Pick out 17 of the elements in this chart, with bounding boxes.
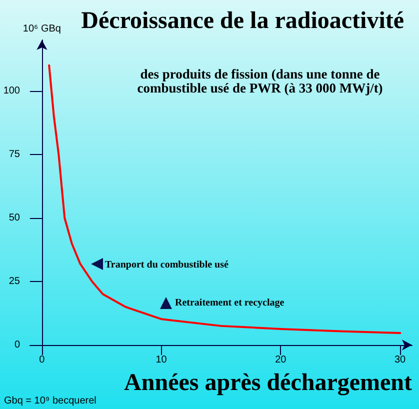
annotation: Tranport du combustible usé <box>105 260 230 270</box>
x-tick-label: 20 <box>275 354 287 366</box>
x-axis-title: Années après déchargement <box>124 370 412 396</box>
y-tick-label: 50 <box>8 212 20 224</box>
x-tick-label: 0 <box>39 354 46 366</box>
y-tick-label: 75 <box>8 148 20 160</box>
y-tick-label: 25 <box>8 276 20 287</box>
text: des produits de fission (dans une tonne de combustible usé de PWR (à 33 000 MWj/t) <box>137 66 383 96</box>
y-axis-title: 10⁶ GBq <box>22 24 61 34</box>
x-tick-label: 30 <box>394 354 406 366</box>
y-tick-label: 0 <box>14 340 20 350</box>
line-series <box>48 64 402 334</box>
x-tick-label: 10 <box>156 354 168 366</box>
annotation: Retraitement et recyclage <box>175 298 285 308</box>
chart-title: Décroissance de la radioactivité <box>81 8 404 34</box>
y-tick-label: 100 <box>3 85 20 96</box>
text: Gbq = 10⁹ becquerel <box>4 396 96 406</box>
